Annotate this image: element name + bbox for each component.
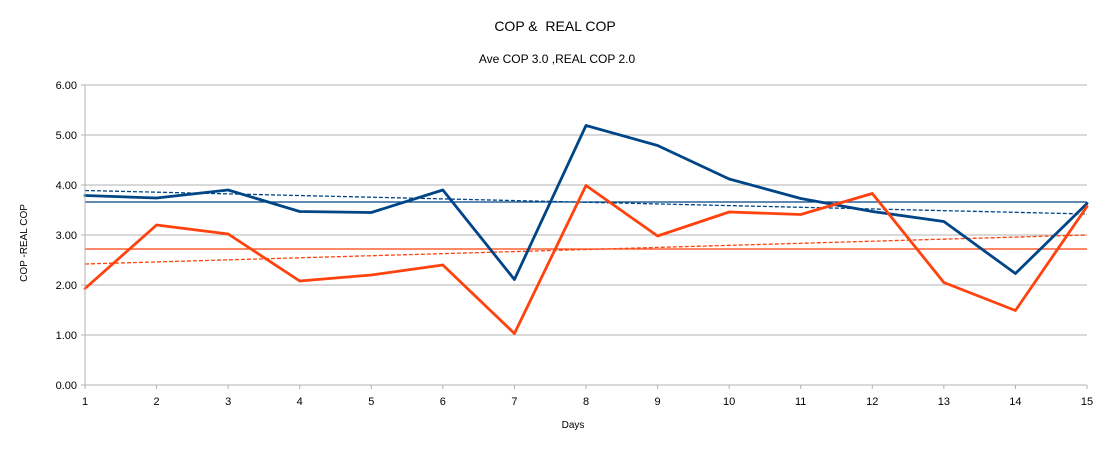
data-point bbox=[656, 234, 659, 238]
data-point bbox=[370, 273, 373, 277]
y-tick-label: 1.00 bbox=[56, 330, 77, 342]
x-tick-label: 12 bbox=[866, 396, 878, 408]
x-tick-label: 15 bbox=[1081, 396, 1093, 408]
x-tick-label: 14 bbox=[1009, 396, 1021, 408]
data-point bbox=[1085, 202, 1089, 205]
series-lines bbox=[83, 124, 1089, 335]
data-point bbox=[942, 281, 946, 284]
data-point bbox=[298, 210, 301, 213]
x-tick-label: 4 bbox=[297, 396, 303, 408]
data-point bbox=[584, 124, 588, 127]
x-tick-label: 2 bbox=[154, 396, 160, 408]
data-point bbox=[799, 197, 802, 200]
x-tick-labels: 1 2 3 4 5 6 7 8 9 10 11 12 13 14 15 bbox=[82, 396, 1093, 408]
y-axis-label: COP -REAL COP bbox=[19, 204, 30, 282]
data-point bbox=[727, 210, 731, 214]
data-point bbox=[871, 210, 874, 213]
y-tick-labels: 0.00 1.00 2.00 3.00 4.00 5.00 6.00 bbox=[56, 80, 77, 392]
y-tick-label: 4.00 bbox=[56, 180, 77, 192]
x-tick-label: 11 bbox=[795, 396, 806, 408]
axes bbox=[84, 85, 1088, 389]
data-point bbox=[298, 279, 301, 283]
y-tick-label: 2.00 bbox=[56, 280, 77, 292]
chart-title: COP & REAL COP bbox=[494, 18, 615, 34]
data-point bbox=[441, 188, 445, 192]
reference-lines bbox=[84, 189, 1088, 265]
data-point bbox=[513, 332, 516, 335]
data-point bbox=[370, 211, 373, 214]
data-point bbox=[656, 144, 659, 147]
data-point bbox=[155, 223, 158, 227]
data-point bbox=[871, 192, 874, 195]
y-tick-label: 0.00 bbox=[56, 380, 77, 392]
chart-subtitle: Ave COP 3.0 ,REAL COP 2.0 bbox=[479, 52, 636, 66]
x-tick-label: 10 bbox=[723, 396, 735, 408]
x-tick-label: 3 bbox=[225, 396, 231, 408]
trend-line bbox=[84, 234, 1088, 265]
y-tick-label: 6.00 bbox=[56, 80, 77, 92]
x-tick-label: 5 bbox=[368, 396, 374, 408]
data-point bbox=[226, 188, 230, 192]
trend-line bbox=[84, 189, 1088, 215]
data-point bbox=[226, 232, 230, 236]
data-point bbox=[584, 184, 588, 187]
data-point bbox=[727, 177, 731, 181]
data-point bbox=[1014, 309, 1017, 312]
x-axis-label: Days bbox=[562, 420, 585, 431]
x-tick-label: 9 bbox=[655, 396, 661, 408]
data-point bbox=[155, 196, 158, 200]
data-point bbox=[1085, 205, 1089, 208]
x-tick-label: 13 bbox=[938, 396, 950, 408]
x-tick-label: 6 bbox=[440, 396, 446, 408]
data-point bbox=[799, 213, 802, 216]
x-tick-label: 7 bbox=[511, 396, 517, 408]
x-tick-label: 8 bbox=[583, 396, 589, 408]
data-point bbox=[513, 278, 516, 281]
x-tick-label: 1 bbox=[82, 396, 88, 408]
data-point bbox=[942, 220, 946, 223]
y-tick-label: 5.00 bbox=[56, 130, 77, 142]
data-point bbox=[1014, 272, 1017, 275]
y-tick-label: 3.00 bbox=[56, 230, 77, 242]
data-point bbox=[441, 263, 445, 267]
